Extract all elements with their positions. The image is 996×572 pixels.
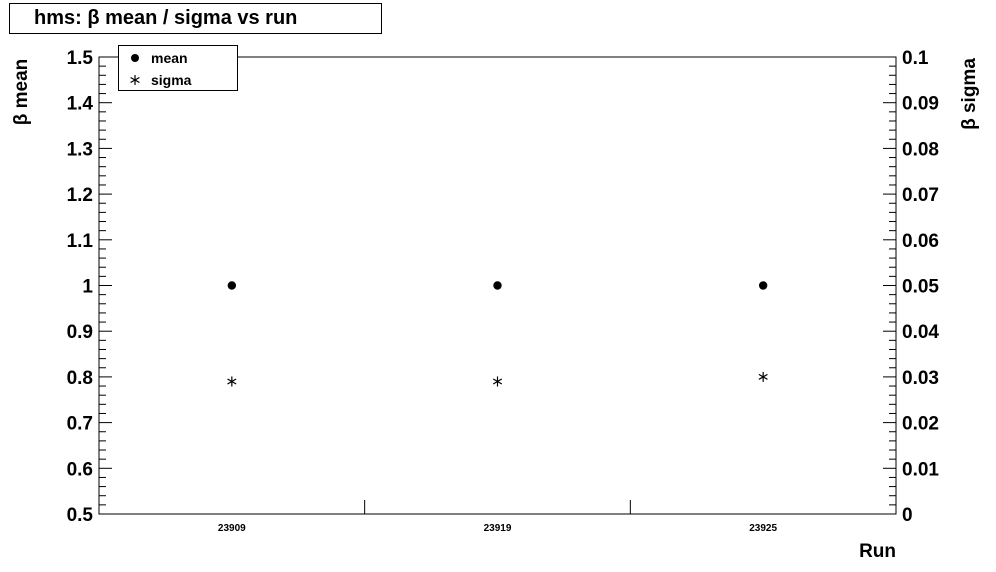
y-axis-title-right: β sigma bbox=[959, 58, 980, 130]
y-tick-label: 0.9 bbox=[67, 322, 93, 343]
legend: mean sigma bbox=[118, 45, 238, 91]
chart-title: hms: β mean / sigma vs run bbox=[34, 7, 298, 29]
point-sigma bbox=[758, 371, 768, 382]
y-tick-label: 1.2 bbox=[67, 185, 93, 206]
y2-tick-label: 0.04 bbox=[902, 322, 939, 343]
y-tick-label: 1.4 bbox=[67, 94, 94, 115]
y2-tick-label: 0.06 bbox=[902, 231, 939, 252]
point-sigma bbox=[227, 376, 237, 387]
y2-tick-label: 0.02 bbox=[902, 414, 939, 435]
legend-marker-sigma bbox=[130, 75, 140, 85]
y2-tick-label: 0.01 bbox=[902, 459, 939, 480]
star-stroke bbox=[492, 378, 503, 385]
y-tick-label: 1 bbox=[82, 277, 93, 298]
legend-item-mean: mean bbox=[129, 49, 188, 67]
y2-tick-label: 0.03 bbox=[902, 368, 939, 389]
chart-title-box: hms: β mean / sigma vs run bbox=[9, 3, 382, 34]
y2-tick-label: 0.07 bbox=[902, 185, 939, 206]
x-tick-label: 23909 bbox=[218, 523, 246, 534]
y2-tick-label: 0.1 bbox=[902, 48, 929, 69]
x-axis-title: Run bbox=[859, 541, 896, 562]
point-sigma bbox=[492, 376, 503, 387]
point-mean bbox=[758, 281, 768, 290]
y2-tick-label: 0 bbox=[902, 505, 913, 526]
y-tick-label: 1.5 bbox=[67, 48, 94, 69]
y2-tick-label: 0.08 bbox=[902, 139, 939, 160]
y-tick-label: 1.3 bbox=[67, 139, 93, 160]
legend-label-sigma: sigma bbox=[151, 72, 192, 88]
y2-tick-label: 0.05 bbox=[902, 277, 939, 298]
star-stroke bbox=[227, 378, 237, 385]
legend-marker-mean bbox=[131, 54, 139, 62]
star-stroke bbox=[758, 373, 768, 380]
x-tick-label: 23919 bbox=[484, 523, 512, 534]
y-tick-label: 0.5 bbox=[67, 505, 94, 526]
y-tick-label: 0.6 bbox=[67, 459, 93, 480]
y2-tick-label: 0.09 bbox=[902, 94, 939, 115]
point-mean bbox=[227, 281, 237, 290]
y-tick-label: 1.1 bbox=[67, 231, 94, 252]
legend-item-sigma: sigma bbox=[129, 71, 191, 89]
y-axis-title-left: β mean bbox=[11, 58, 32, 126]
y-tick-label: 0.8 bbox=[67, 368, 93, 389]
legend-label-mean: mean bbox=[151, 50, 188, 66]
point-mean bbox=[493, 281, 502, 290]
y-tick-label: 0.7 bbox=[67, 414, 93, 435]
x-tick-label: 23925 bbox=[749, 523, 777, 534]
